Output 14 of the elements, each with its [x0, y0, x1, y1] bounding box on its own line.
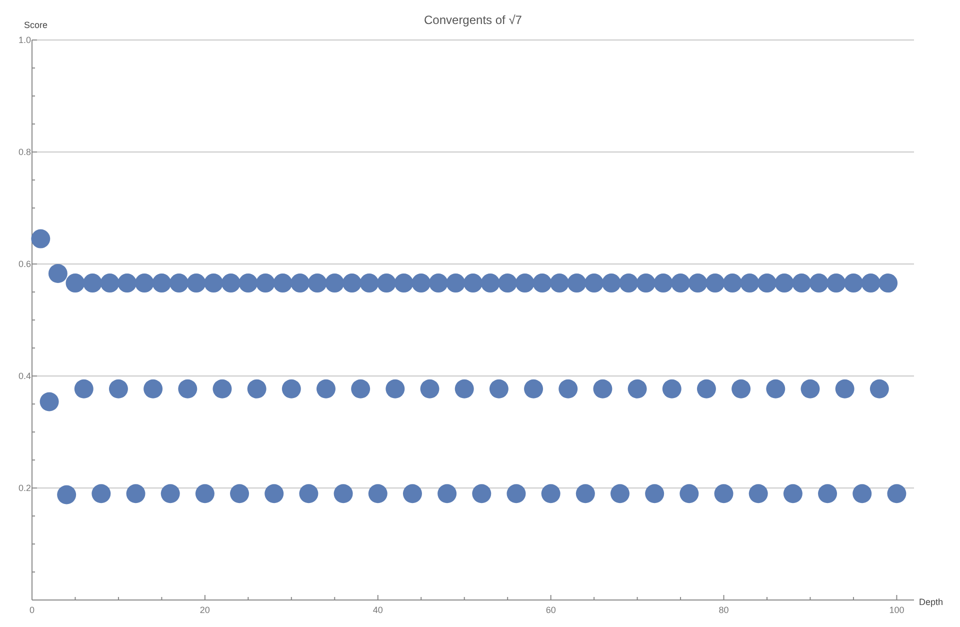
x-tick-label: 0 [29, 605, 35, 615]
y-tick-label: 1.0 [18, 35, 31, 45]
x-tick-label: 60 [546, 605, 556, 615]
x-tick-label: 40 [372, 605, 383, 615]
chart-title: Convergents of √7 [424, 13, 522, 27]
y-tick-label: 0.4 [18, 371, 31, 381]
x-tick-label: 100 [889, 605, 904, 615]
x-tick-label: 80 [718, 605, 729, 615]
x-tick-label: 20 [200, 605, 210, 615]
y-tick-label: 0.2 [18, 483, 31, 493]
x-axis-title: Depth [919, 597, 944, 607]
y-axis-title: Score [24, 20, 48, 30]
y-tick-label: 0.6 [18, 259, 31, 269]
y-tick-label: 0.8 [18, 147, 31, 157]
